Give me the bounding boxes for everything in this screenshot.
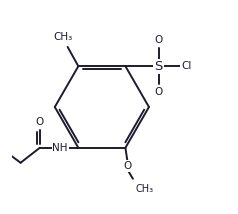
Text: Cl: Cl xyxy=(181,61,191,71)
Text: O: O xyxy=(124,161,132,171)
Text: O: O xyxy=(154,36,163,45)
Text: O: O xyxy=(154,87,163,97)
Text: NH: NH xyxy=(52,143,68,153)
Text: S: S xyxy=(154,60,163,73)
Text: CH₃: CH₃ xyxy=(135,184,153,194)
Text: CH₃: CH₃ xyxy=(54,32,73,42)
Text: O: O xyxy=(36,117,44,127)
